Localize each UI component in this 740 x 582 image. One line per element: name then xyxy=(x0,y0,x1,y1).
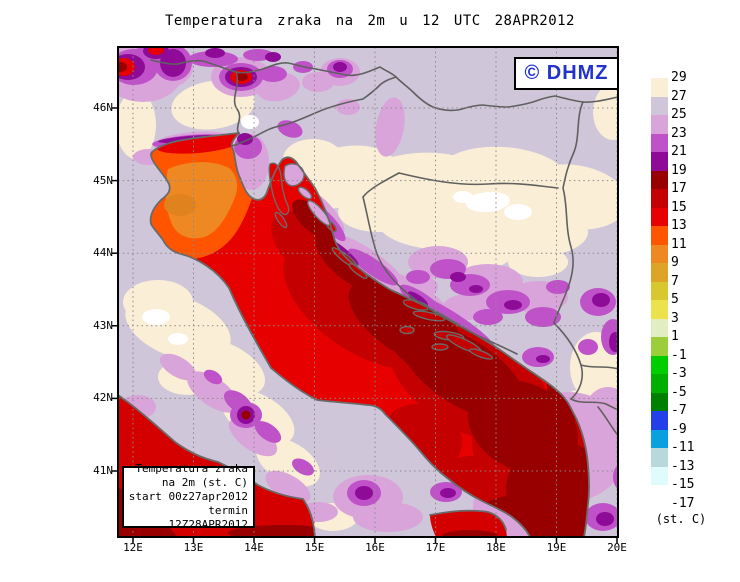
colorbar-tick-label: 11 xyxy=(671,236,687,252)
colorbar-tick-label: 5 xyxy=(671,292,679,307)
colorbar-cell xyxy=(651,466,668,485)
colorbar-tick-label: -13 xyxy=(671,458,695,474)
lat-tick-label: 42N xyxy=(93,391,113,405)
colorbar-tick-label: -17 xyxy=(671,495,695,511)
colorbar-tick-label: -1 xyxy=(671,347,687,363)
colorbar-cell xyxy=(651,263,668,282)
colorbar-tick-label: 23 xyxy=(671,125,687,141)
map-canvas xyxy=(112,46,619,543)
lon-tick-label: 14E xyxy=(244,541,264,554)
colorbar-tick-label: 9 xyxy=(671,255,679,270)
colorbar-tick-label: 25 xyxy=(671,107,687,122)
colorbar-cell xyxy=(651,392,668,411)
colorbar-cell xyxy=(651,374,668,393)
lon-tick-label: 18E xyxy=(486,541,506,554)
info-line-level: na 2m (st. C) xyxy=(161,476,248,489)
colorbar-cell xyxy=(651,448,668,467)
info-line-termin: termin 12Z28APR2012 xyxy=(168,504,248,531)
colorbar-cell xyxy=(651,152,668,171)
run-info-box: Temperatura zraka na 2m (st. C) start 00… xyxy=(122,462,255,531)
lat-tick-label: 44N xyxy=(93,246,113,260)
map-frame xyxy=(117,46,619,538)
grid-lines xyxy=(118,47,618,537)
axis-ticks xyxy=(112,107,618,543)
colorbar-cell xyxy=(651,300,668,319)
colorbar-tick-label: -9 xyxy=(671,421,687,437)
colorbar-cell xyxy=(651,485,668,504)
colorbar-tick-label: -5 xyxy=(671,384,687,400)
lon-tick-label: 16E xyxy=(365,541,385,554)
lat-tick-label: 41N xyxy=(93,464,113,477)
colorbar-tick-label: 1 xyxy=(671,329,679,344)
colorbar-tick-label: -3 xyxy=(671,366,687,381)
colorbar-cell xyxy=(651,411,668,430)
colorbar-cell xyxy=(651,318,668,337)
page-title: Temperatura zraka na 2m u 12 UTC 28APR20… xyxy=(164,13,575,29)
colorbar-cell xyxy=(651,189,668,208)
colorbar-cell xyxy=(651,207,668,226)
colorbar-cell xyxy=(651,244,668,263)
colorbar-tick-label: 21 xyxy=(671,144,687,159)
colorbar-tick-label: 29 xyxy=(671,70,687,85)
colorbar-unit-label: (st. C) xyxy=(655,512,707,526)
adriatic-sea xyxy=(150,133,590,537)
colorbar-tick-label: 3 xyxy=(671,310,679,326)
colorbar-cell xyxy=(651,226,668,245)
colorbar: 29 27 25 23 21 19 17 15 13 11 9 7 5 3 1 -1 -3 -5 -7 -9 -11 -1… xyxy=(651,70,694,511)
colorbar-cell xyxy=(651,170,668,189)
colorbar-tick-label: 15 xyxy=(671,199,687,215)
colorbar-cell xyxy=(651,133,668,152)
lon-tick-label: 17E xyxy=(425,541,446,554)
country-borders xyxy=(150,59,618,437)
alpine-cold-spot-cores xyxy=(118,47,252,420)
colorbar-tick-label: 17 xyxy=(671,181,687,196)
lat-tick-label: 46N xyxy=(93,101,113,114)
taranto-gulf xyxy=(430,510,507,537)
colorbar-cell xyxy=(651,429,668,448)
colorbar-cell xyxy=(651,96,668,115)
info-line-start: start 00z27apr2012 xyxy=(128,490,248,503)
colorbar-cell xyxy=(651,281,668,300)
info-line-variable: Temperatura zraka xyxy=(135,462,248,475)
colorbar-tick-label: -11 xyxy=(671,440,695,455)
colorbar-cell xyxy=(651,337,668,356)
colorbar-tick-label: 27 xyxy=(671,88,687,104)
colorbar-tick-label: 7 xyxy=(671,273,679,289)
lon-tick-label: 19E xyxy=(546,541,567,554)
colorbar-tick-label: -7 xyxy=(671,403,687,418)
colorbar-cell xyxy=(651,78,668,97)
lon-tick-label: 15E xyxy=(304,541,325,554)
lon-tick-label: 20E xyxy=(607,541,627,554)
lat-tick-label: 45N xyxy=(93,173,113,187)
dhmz-logo: © DHMZ xyxy=(514,57,619,90)
colorbar-cell xyxy=(651,355,668,374)
colorbar-tick-label: 13 xyxy=(671,218,687,233)
colorbar-tick-label: -15 xyxy=(671,477,695,492)
lat-tick-label: 43N xyxy=(93,318,113,332)
colorbar-cell xyxy=(651,115,668,134)
lon-tick-label: 13E xyxy=(183,541,204,554)
colorbar-cells xyxy=(651,78,668,504)
lon-tick-label: 12E xyxy=(123,541,143,554)
colorbar-tick-label: 19 xyxy=(671,162,687,178)
